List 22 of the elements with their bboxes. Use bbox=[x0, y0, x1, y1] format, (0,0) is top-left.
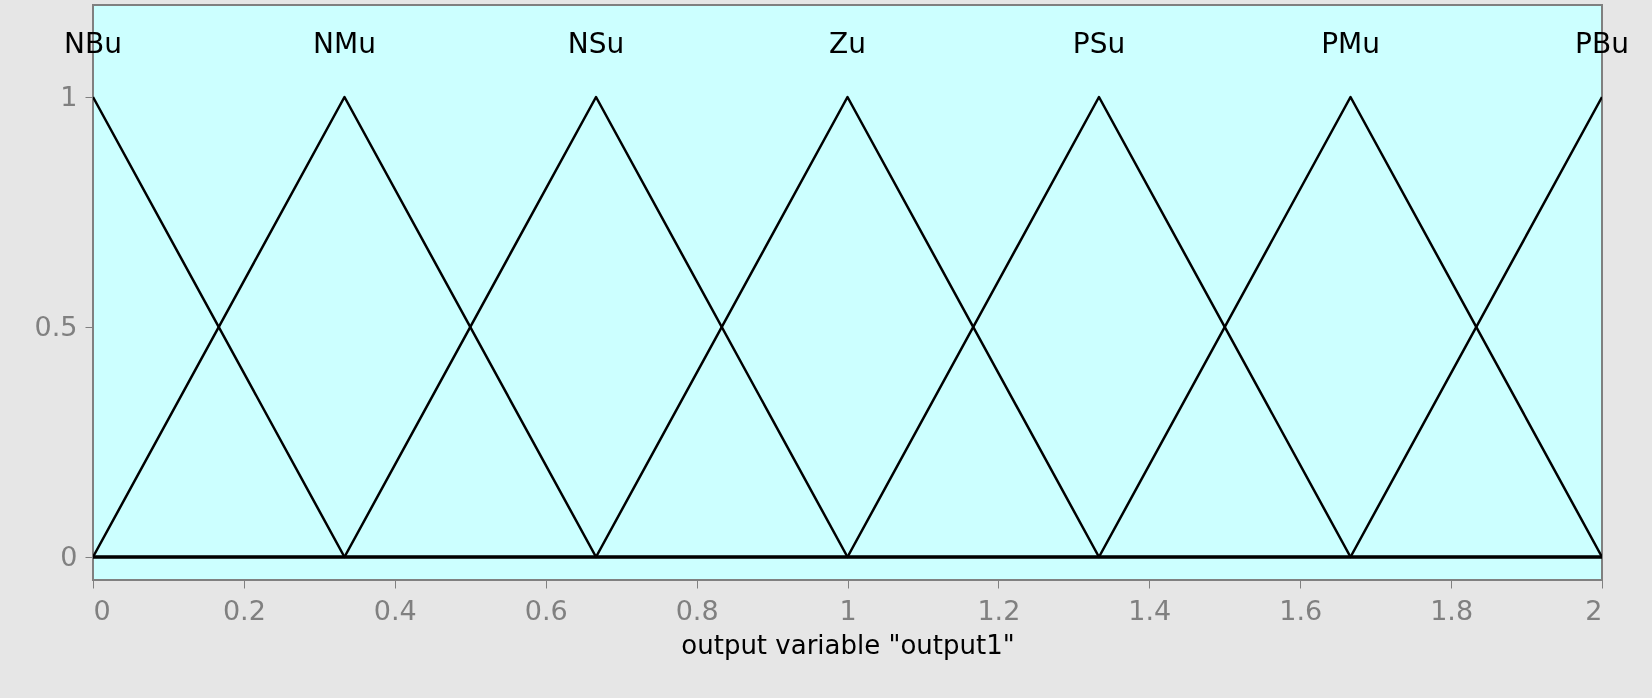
series-label: Zu bbox=[829, 27, 866, 60]
x-tick-label: 1.6 bbox=[1279, 594, 1323, 626]
series-label: PSu bbox=[1072, 27, 1126, 60]
x-tick-label: 0 bbox=[93, 594, 111, 626]
x-tick-label: 1.2 bbox=[977, 594, 1021, 626]
x-tick-label: 0.2 bbox=[222, 594, 266, 626]
x-tick-label: 1 bbox=[839, 594, 857, 626]
x-tick-label: 0.4 bbox=[373, 594, 417, 626]
x-tick-label: 0.6 bbox=[524, 594, 568, 626]
x-tick-label: 1.4 bbox=[1128, 594, 1172, 626]
x-axis-title: output variable "output1" bbox=[681, 629, 1015, 660]
x-tick-label: 1.8 bbox=[1430, 594, 1474, 626]
series-label: NMu bbox=[313, 27, 376, 60]
series-label: PMu bbox=[1321, 27, 1380, 60]
series-label: NBu bbox=[64, 27, 122, 60]
series-label: PBu bbox=[1575, 27, 1629, 60]
x-tick-label: 2 bbox=[1585, 594, 1603, 626]
y-tick-label: 0.5 bbox=[34, 310, 78, 342]
series-label: NSu bbox=[567, 27, 625, 60]
y-tick-label: 1 bbox=[60, 80, 78, 112]
y-tick-label: 0 bbox=[60, 540, 78, 572]
x-tick-label: 0.8 bbox=[675, 594, 719, 626]
